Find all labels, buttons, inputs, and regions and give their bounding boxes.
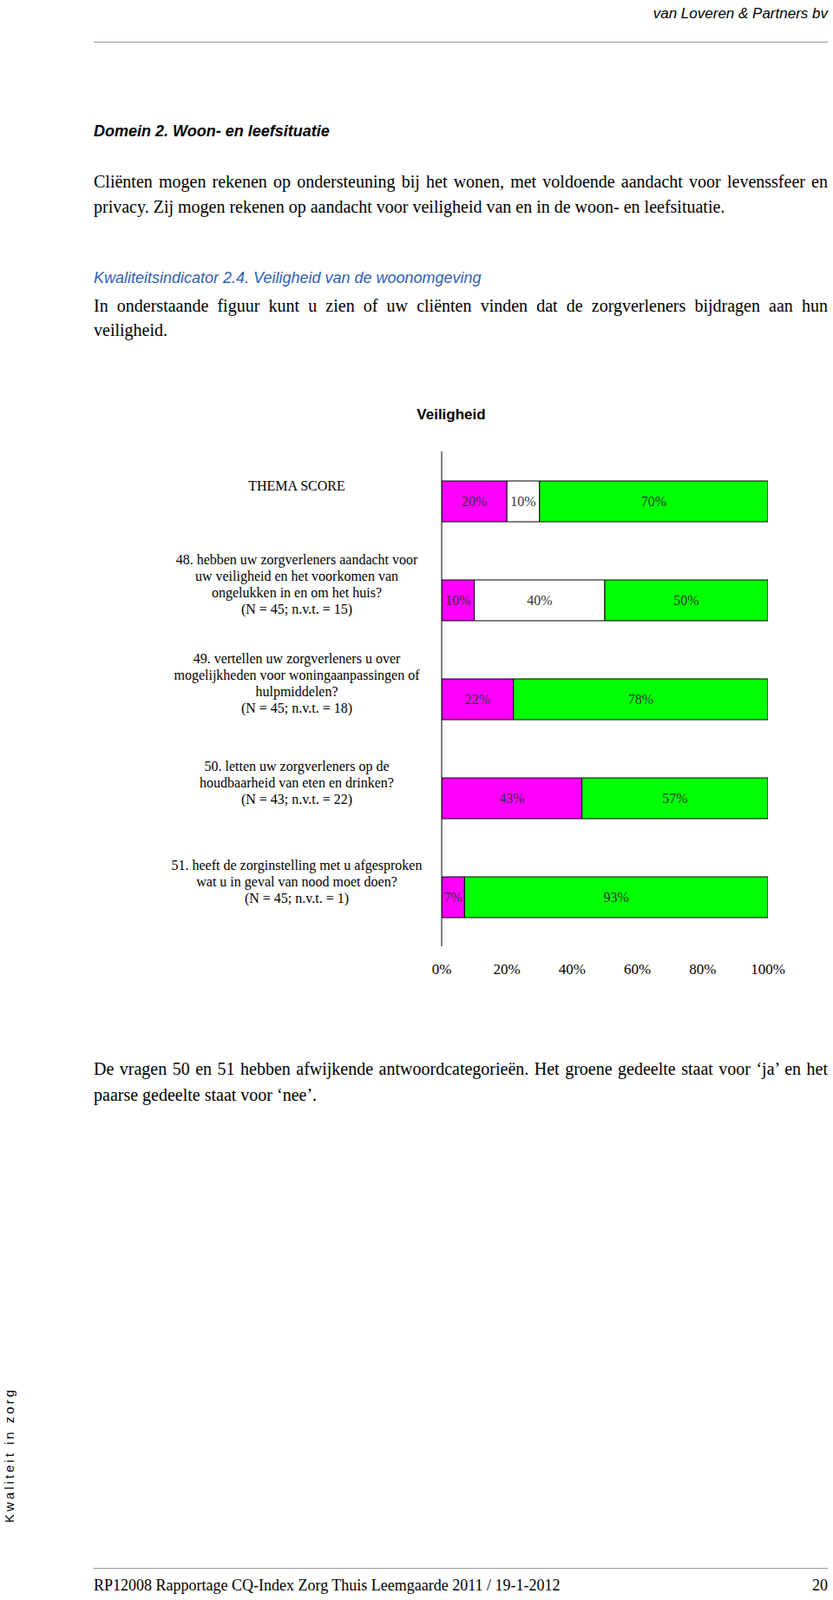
svg-text:40%: 40% [558,960,586,978]
html-text:Domein 2. Woon- en leefsituati: Domein 2. Woon- en leefsituatie [93,122,330,140]
svg-text:50. letten uw zorgverleners op: 50. letten uw zorgverleners op dehoudbaa… [199,758,394,807]
svg-text:48. hebben uw zorgverleners aa: 48. hebben uw zorgverleners aandacht voo… [176,551,419,617]
svg-text:49. vertellen uw zorgverleners: 49. vertellen uw zorgverleners u overmog… [173,650,420,716]
html-text:Kwaliteit in zorg: Kwaliteit in zorg [1,1386,17,1522]
svg-text:100%: 100% [750,960,786,978]
svg-text:10%: 10% [510,493,536,509]
svg-text:10%: 10% [445,592,471,608]
svg-text:THEMA SCORE: THEMA SCORE [248,478,346,493]
svg-text:40%: 40% [526,592,552,608]
svg-text:7%: 7% [443,889,462,905]
html-text:De vragen 50 en 51 hebben afwi: De vragen 50 en 51 hebben afwijkende ant… [93,1058,828,1104]
html-text:Cliënten mogen rekenen op onde: Cliënten mogen rekenen op ondersteuning … [93,171,828,217]
svg-text:0%: 0% [432,960,453,978]
svg-text:80%: 80% [688,960,716,978]
html-text:In onderstaande figuur kunt u: In onderstaande figuur kunt u zien of uw… [93,295,828,340]
svg-text:60%: 60% [623,960,651,978]
svg-text:22%: 22% [465,691,491,707]
svg-text:20%: 20% [461,493,487,509]
svg-text:93%: 93% [603,889,629,905]
svg-text:43%: 43% [498,790,525,806]
svg-text:50%: 50% [673,592,699,608]
svg-text:51. heeft de zorginstelling me: 51. heeft de zorginstelling met u afgesp… [171,857,423,906]
html-text:20: 20 [812,1575,828,1594]
html-text:van Loveren & Partners bv: van Loveren & Partners bv [653,5,828,22]
html-text:Kwaliteitsindicator 2.4. Veili: Kwaliteitsindicator 2.4. Veiligheid van … [93,268,482,287]
svg-text:78%: 78% [628,691,654,707]
html-text:Veiligheid: Veiligheid [416,406,486,423]
svg-text:70%: 70% [641,493,667,509]
svg-text:20%: 20% [493,960,521,978]
html-text:RP12008 Rapportage CQ-Index Zo: RP12008 Rapportage CQ-Index Zorg Thuis L… [93,1575,561,1594]
svg-text:57%: 57% [662,790,688,806]
